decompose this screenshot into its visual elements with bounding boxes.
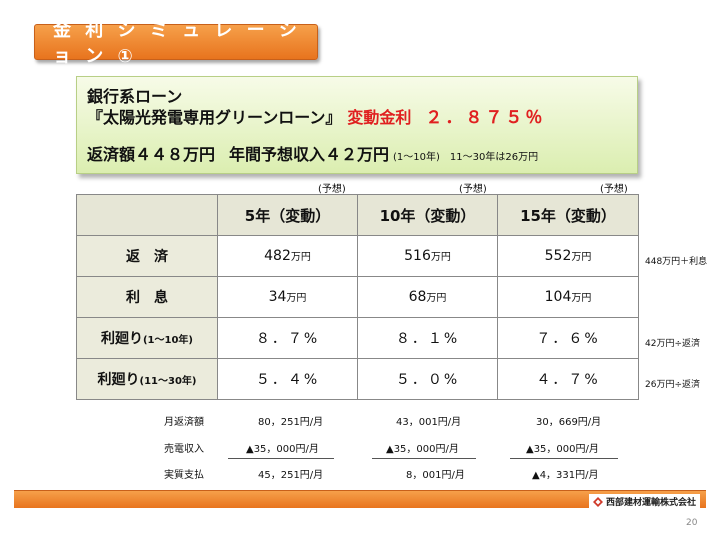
summary-5y-net: 45，251円/月 bbox=[258, 470, 324, 481]
table-header-row: 5年（変動） 10年（変動） 15年（変動） bbox=[76, 194, 639, 236]
summary-15y-net: ▲4，331円/月 bbox=[532, 470, 599, 481]
cell-yield1-5y: ８．７% bbox=[217, 317, 358, 359]
loan-product-name: 『太陽光発電専用グリーンローン』 bbox=[87, 108, 342, 127]
company-name: 西部建材運輸株式会社 bbox=[605, 498, 696, 508]
header-15y: 15年（変動） bbox=[497, 194, 639, 236]
cell-repayment-5y: 482万円 bbox=[217, 235, 358, 277]
note-yield-1-10: 42万円÷返済 bbox=[645, 339, 700, 349]
row-label-yield-1-10: 利廻り(1～10年) bbox=[76, 317, 218, 359]
summary-10y-net: 8，001円/月 bbox=[406, 470, 465, 481]
cell-repayment-10y: 516万円 bbox=[357, 235, 498, 277]
note-repayment: 448万円＋利息 bbox=[645, 257, 708, 267]
note-yield-11-30: 26万円÷返済 bbox=[645, 380, 700, 390]
table-row-yield-1-10: 利廻り(1～10年) ８．７% ８．１% ７．６% bbox=[76, 317, 639, 359]
summary-10y-monthly: 43，001円/月 bbox=[396, 417, 462, 428]
header-empty-cell bbox=[76, 194, 218, 236]
summary-10y-sales: ▲35，000円/月 bbox=[386, 444, 459, 455]
row-label-interest: 利 息 bbox=[76, 276, 218, 318]
simulation-table: 5年（変動） 10年（変動） 15年（変動） 返 済 482万円 516万円 5… bbox=[76, 194, 639, 400]
annual-income: 年間予想収入４２万円 bbox=[229, 145, 390, 164]
row-label-yield-11-30: 利廻り(11～30年) bbox=[76, 358, 218, 400]
forecast-label-15y: (予想) bbox=[600, 184, 628, 195]
cell-yield1-15y: ７．６% bbox=[497, 317, 639, 359]
income-later-note: 11～30年は26万円 bbox=[449, 152, 539, 163]
cell-yield2-5y: ５．４% bbox=[217, 358, 358, 400]
cell-yield2-15y: ４．７% bbox=[497, 358, 639, 400]
table-row-repayment: 返 済 482万円 516万円 552万円 bbox=[76, 235, 639, 277]
cell-interest-10y: 68万円 bbox=[357, 276, 498, 318]
loan-info-box: 銀行系ローン 『太陽光発電専用グリーンローン』 変動金利 ２．８７５％ 返済額４… bbox=[76, 76, 638, 174]
summary-divider-5y bbox=[228, 458, 334, 459]
page-number: 20 bbox=[686, 518, 698, 528]
rate-label: 変動金利 bbox=[347, 108, 412, 127]
rate-value: ２．８７５％ bbox=[425, 108, 546, 128]
repayment-line: 返済額４４８万円 年間予想収入４２万円 (1～10年) 11～30年は26万円 bbox=[87, 141, 627, 165]
company-logo-icon bbox=[592, 496, 603, 507]
summary-label-sales: 売電収入 bbox=[164, 444, 204, 455]
footer-bar: 西部建材運輸株式会社 bbox=[14, 490, 706, 509]
cell-interest-5y: 34万円 bbox=[217, 276, 358, 318]
summary-5y-sales: ▲35，000円/月 bbox=[246, 444, 319, 455]
slide-title: 金 利 シ ミ ュ レ ー シ ョ ン ① bbox=[34, 20, 318, 67]
header-10y: 10年（変動） bbox=[357, 194, 498, 236]
row-label-repayment: 返 済 bbox=[76, 235, 218, 277]
loan-type: 銀行系ローン bbox=[87, 87, 183, 106]
loan-product-line: 『太陽光発電専用グリーンローン』 変動金利 ２．８７５％ bbox=[87, 103, 627, 129]
summary-label-net: 実質支払 bbox=[164, 470, 204, 481]
cell-yield1-10y: ８．１% bbox=[357, 317, 498, 359]
summary-divider-15y bbox=[510, 458, 618, 459]
summary-15y-sales: ▲35，000円/月 bbox=[526, 444, 599, 455]
company-badge: 西部建材運輸株式会社 bbox=[588, 494, 700, 509]
cell-repayment-15y: 552万円 bbox=[497, 235, 639, 277]
header-5y: 5年（変動） bbox=[217, 194, 358, 236]
income-period-note: (1～10年) bbox=[393, 152, 440, 163]
summary-15y-monthly: 30，669円/月 bbox=[536, 417, 602, 428]
summary-label-monthly: 月返済額 bbox=[164, 417, 204, 428]
summary-5y-monthly: 80，251円/月 bbox=[258, 417, 324, 428]
repayment-amount: 返済額４４８万円 bbox=[87, 145, 216, 164]
forecast-label-5y: (予想) bbox=[318, 184, 346, 195]
table-row-interest: 利 息 34万円 68万円 104万円 bbox=[76, 276, 639, 318]
cell-interest-15y: 104万円 bbox=[497, 276, 639, 318]
summary-divider-10y bbox=[372, 458, 476, 459]
table-row-yield-11-30: 利廻り(11～30年) ５．４% ５．０% ４．７% bbox=[76, 358, 639, 400]
forecast-label-10y: (予想) bbox=[459, 184, 487, 195]
cell-yield2-10y: ５．０% bbox=[357, 358, 498, 400]
